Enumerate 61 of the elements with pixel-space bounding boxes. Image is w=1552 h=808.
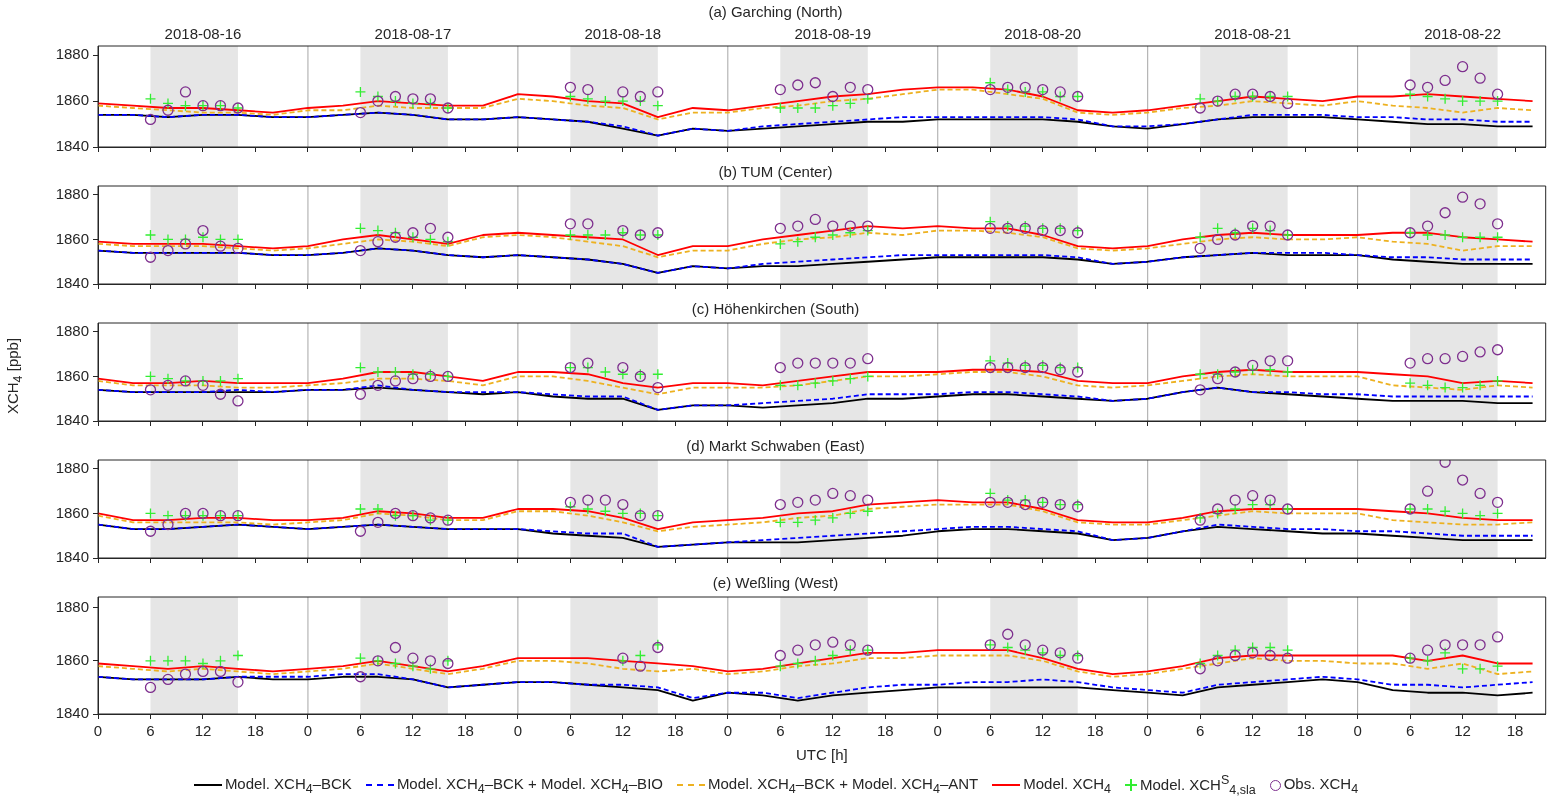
y-tick-label: 1880 bbox=[55, 185, 89, 203]
x-tick-label: 6 bbox=[986, 722, 995, 740]
y-tick-label: 1860 bbox=[55, 650, 89, 668]
x-tick-label: 18 bbox=[666, 722, 684, 740]
x-tick-label: 0 bbox=[1143, 722, 1152, 740]
x-tick-label: 6 bbox=[566, 722, 575, 740]
y-tick-label: 1840 bbox=[55, 411, 89, 429]
x-tick-label: 18 bbox=[247, 722, 264, 740]
x-tick-label: 6 bbox=[1405, 722, 1415, 740]
y-tick-label: 1860 bbox=[55, 91, 89, 109]
x-tick-label: 6 bbox=[1196, 722, 1205, 740]
chart-title: (e) Weßling (West) bbox=[712, 574, 839, 592]
legend-label: Model. XCH$_{4}$–BCK bbox=[224, 774, 352, 796]
x-tick-label: 18 bbox=[1296, 722, 1314, 740]
y-tick-label: 1880 bbox=[55, 597, 89, 615]
y-tick-label: 1840 bbox=[55, 137, 89, 155]
legend-label: Model. XCH$_{4}$ bbox=[1023, 774, 1112, 796]
x-tick-label: 0 bbox=[513, 722, 523, 740]
x-tick-label: 6 bbox=[356, 722, 365, 740]
y-tick-label: 1880 bbox=[55, 322, 89, 340]
chart-title: (c) Höhenkirchen (South) bbox=[691, 300, 860, 318]
x2-tick-label: 2018-08-18 bbox=[584, 25, 662, 43]
y-tick-label: 1840 bbox=[55, 548, 89, 566]
x-tick-label: 18 bbox=[876, 722, 894, 740]
chart-title: (b) TUM (Center) bbox=[718, 163, 833, 181]
y-tick-label: 1860 bbox=[55, 503, 89, 521]
legend-label: Model. XCH$_{4}$–BCK + Model. XCH$_{4}$–ANT bbox=[707, 774, 979, 796]
y-tick-label: 1840 bbox=[55, 704, 89, 722]
x2-tick-label: 2018-08-17 bbox=[374, 25, 452, 43]
legend-label: Model. XCH$_{4}$–BCK + Model. XCH$_{4}$–BIO bbox=[396, 774, 663, 796]
x-tick-label: 12 bbox=[824, 722, 842, 740]
x-tick-label: 0 bbox=[303, 722, 313, 740]
x-tick-label: 6 bbox=[146, 722, 155, 740]
y-tick-label: 1880 bbox=[55, 45, 89, 63]
x-tick-label: 12 bbox=[404, 722, 422, 740]
x-tick-label: 0 bbox=[933, 722, 942, 740]
y-tick-label: 1880 bbox=[55, 459, 89, 477]
x2-tick-label: 2018-08-19 bbox=[794, 25, 872, 43]
x2-tick-label: 2018-08-22 bbox=[1424, 25, 1501, 43]
x-tick-label: 18 bbox=[1086, 722, 1104, 740]
x-tick-label: 0 bbox=[93, 722, 103, 740]
legend-label: Obs. XCH$_{4}$ bbox=[1283, 774, 1359, 796]
x-tick-label: 18 bbox=[1506, 722, 1524, 740]
x-tick-label: 0 bbox=[723, 722, 732, 740]
x-axis-title: UTC [h] bbox=[796, 746, 848, 764]
y-tick-label: 1840 bbox=[55, 274, 89, 292]
x-tick-label: 18 bbox=[457, 722, 474, 740]
x-tick-label: 12 bbox=[614, 722, 632, 740]
x-tick-label: 12 bbox=[1034, 722, 1052, 740]
chart-title: (a) Garching (North) bbox=[708, 3, 843, 21]
x-tick-label: 12 bbox=[194, 722, 212, 740]
x-tick-label: 12 bbox=[1454, 722, 1471, 740]
chart-title: (d) Markt Schwaben (East) bbox=[686, 437, 865, 455]
x-tick-label: 0 bbox=[1353, 722, 1362, 740]
x2-tick-label: 2018-08-16 bbox=[164, 25, 242, 43]
x2-tick-label: 2018-08-20 bbox=[1004, 25, 1082, 43]
x2-tick-label: 2018-08-21 bbox=[1214, 25, 1292, 43]
x-tick-label: 12 bbox=[1244, 722, 1261, 740]
y-tick-label: 1860 bbox=[55, 366, 89, 384]
x-tick-label: 6 bbox=[776, 722, 785, 740]
y-tick-label: 1860 bbox=[55, 229, 89, 247]
